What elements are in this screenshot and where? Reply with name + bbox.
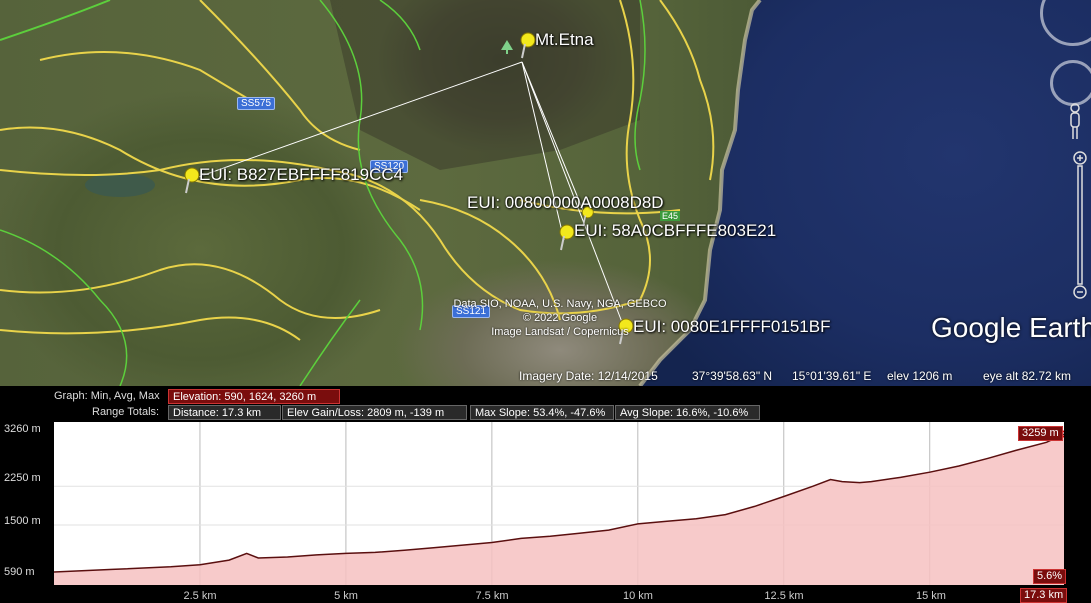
graph-label-text: Graph: [54, 390, 88, 402]
tree-icon [501, 40, 513, 54]
x-tick-label: 10 km [623, 590, 653, 602]
elevation-readout: elev 1206 m [887, 369, 952, 383]
x-tick-label: 12.5 km [764, 590, 803, 602]
y-tick-label: 590 m [4, 566, 35, 578]
slope-tag: 5.6% [1033, 569, 1066, 584]
end-distance-tag: 17.3 km [1020, 588, 1067, 603]
elevation-area-fill [54, 434, 1064, 585]
latitude-readout: 37°39'58.63" N [692, 369, 772, 383]
elevation-profile-svg[interactable] [54, 422, 1064, 585]
graph-modes-text: Min, Avg, Max [91, 390, 160, 402]
end-elevation-tag: 3259 m [1018, 426, 1063, 441]
placemark-label-eui2[interactable]: EUI: 00800000A0008D8D [467, 193, 664, 213]
avg-slope-box: Avg Slope: 16.6%, -10.6% [615, 405, 760, 420]
road-shield-ss575: SS575 [237, 97, 275, 110]
eye-altitude-readout: eye alt 82.72 km [983, 369, 1071, 383]
elevation-profile-chart[interactable] [54, 422, 1064, 585]
range-totals-label: Range Totals: [92, 406, 159, 418]
y-tick-label: 2250 m [4, 472, 41, 484]
elevation-summary-box: Elevation: 590, 1624, 3260 m [168, 389, 340, 404]
street-view-pegman-icon[interactable] [1068, 103, 1082, 143]
graph-label: Graph: Min, Avg, Max [54, 390, 160, 402]
attribution-line: Image Landsat / Copernicus [430, 325, 690, 339]
zoom-slider[interactable] [1072, 150, 1088, 300]
elev-gain-loss-box: Elev Gain/Loss: 2809 m, -139 m [282, 405, 467, 420]
map-attribution: Data SIO, NOAA, U.S. Navy, NGA, GEBCO © … [430, 297, 690, 339]
longitude-readout: 15°01'39.61" E [792, 369, 871, 383]
max-slope-box: Max Slope: 53.4%, -47.6% [470, 405, 614, 420]
map-view[interactable]: SS575 SS120 SS121 E45 Mt.Etna EUI: B827E… [0, 0, 1091, 386]
x-tick-label: 15 km [916, 590, 946, 602]
look-joystick-control[interactable] [1050, 60, 1091, 106]
x-tick-label: 7.5 km [475, 590, 508, 602]
distance-box: Distance: 17.3 km [168, 405, 281, 420]
x-tick-label: 5 km [334, 590, 358, 602]
attribution-line: Data SIO, NOAA, U.S. Navy, NGA, GEBCO [430, 297, 690, 311]
attribution-line: © 2022 Google [430, 311, 690, 325]
google-earth-logo: Google Earth [931, 312, 1091, 344]
placemark-label-eui3[interactable]: EUI: 58A0CBFFFE803E21 [574, 221, 776, 241]
placemark-label-eui1[interactable]: EUI: B827EBFFFF819CC4 [199, 165, 403, 185]
x-tick-label: 2.5 km [183, 590, 216, 602]
imagery-date: Imagery Date: 12/14/2015 [519, 369, 658, 383]
y-tick-label: 1500 m [4, 515, 41, 527]
y-tick-label: 3260 m [4, 423, 41, 435]
placemark-label-etna[interactable]: Mt.Etna [535, 30, 594, 50]
